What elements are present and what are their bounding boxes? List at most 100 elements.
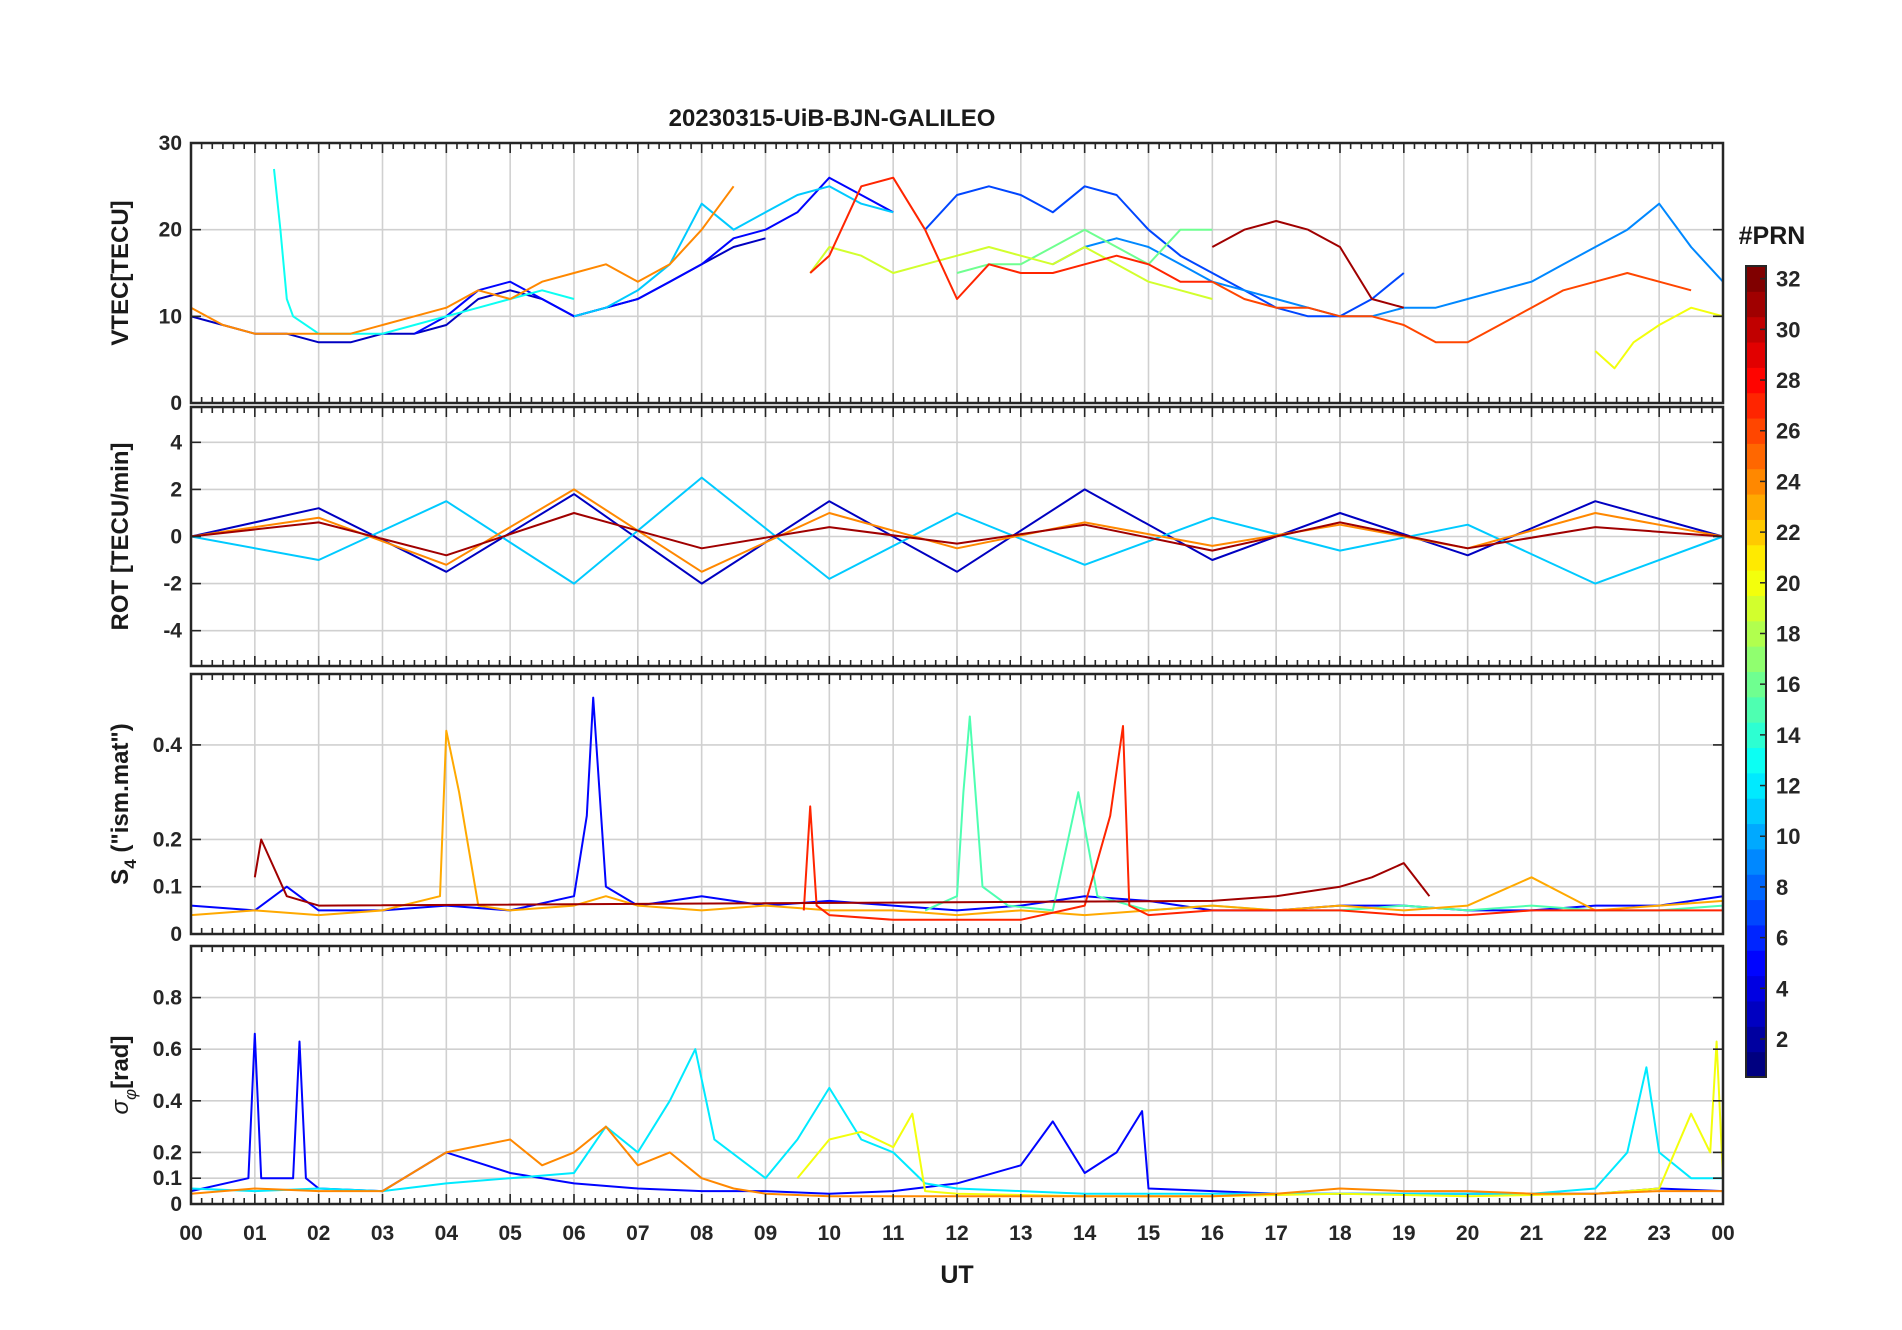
series-line-prn-31 — [1211, 220, 1405, 309]
x-tick-label: 12 — [945, 1222, 968, 1245]
x-tick-label: 09 — [754, 1222, 777, 1245]
colorbar-tick-label: 12 — [1776, 774, 1800, 799]
colorbar-segment — [1746, 494, 1766, 520]
colorbar-segment — [1746, 1000, 1766, 1027]
colorbar-tick-label: 10 — [1776, 824, 1800, 849]
colorbar-segment — [1746, 747, 1766, 774]
y-tick-label: 4 — [170, 431, 182, 454]
colorbar-tick-label: 28 — [1776, 368, 1800, 393]
series-line-prn-16 — [956, 228, 1213, 274]
x-tick-label: 17 — [1264, 1222, 1287, 1245]
colorbar-segment — [1746, 722, 1766, 749]
x-tick-label: 22 — [1584, 1222, 1607, 1245]
y-axis-label-sigphi: σφ[rad] — [107, 1036, 140, 1115]
x-tick-label: 00 — [179, 1222, 202, 1245]
colorbar-segment — [1746, 975, 1766, 1002]
y-tick-label: 0.4 — [153, 734, 183, 757]
series-line-prn-12 — [191, 1048, 1723, 1195]
colorbar-tick-label: 22 — [1776, 520, 1800, 545]
y-tick-label: 0.8 — [153, 987, 183, 1010]
y-tick-label: 0 — [170, 392, 182, 415]
colorbar-segment — [1746, 899, 1766, 926]
y-tick-label: 0.1 — [153, 876, 183, 899]
y-tick-label: 0.4 — [153, 1090, 183, 1113]
series-line-prn-7 — [924, 185, 1405, 318]
colorbar-segment — [1746, 924, 1766, 951]
colorbar-segment — [1746, 544, 1766, 571]
colorbar-segment — [1746, 1051, 1766, 1078]
series-line-prn-20 — [1594, 306, 1723, 370]
colorbar-segment — [1746, 950, 1766, 977]
colorbar-segment — [1746, 772, 1766, 799]
x-tick-label: 07 — [626, 1222, 649, 1245]
series-line-prn-27 — [802, 725, 1723, 921]
colorbar-segment — [1746, 646, 1766, 672]
colorbar-tick-label: 20 — [1776, 571, 1800, 596]
series-line-prn-9 — [1052, 202, 1723, 318]
panel-s4: 0 0.1 0.2 0.4 S4 ("ism.mat") — [107, 672, 1725, 946]
y-tick-label: 0.6 — [153, 1038, 182, 1061]
x-tick-label: 08 — [690, 1222, 714, 1245]
colorbar-segment — [1746, 570, 1766, 596]
x-tick-label: 13 — [1009, 1222, 1032, 1245]
y-tick-label: 0.2 — [153, 1141, 182, 1164]
series-line-prn-3 — [191, 488, 1723, 585]
panel-sigphi: 0 0.1 0.2 0.4 0.6 0.8 σφ[rad] — [107, 944, 1725, 1216]
series-line-prn-31 — [253, 838, 1431, 907]
series-line-prn-31 — [191, 512, 1723, 557]
x-tick-label: 14 — [1073, 1222, 1097, 1245]
x-tick-label: 16 — [1201, 1222, 1224, 1245]
colorbar-segment — [1746, 848, 1766, 875]
colorbar-title: #PRN — [1739, 222, 1806, 250]
colorbar-segment — [1746, 291, 1766, 318]
series-line-prn-23 — [191, 729, 1723, 917]
colorbar-tick-label: 26 — [1776, 419, 1800, 444]
x-tick-label: 01 — [243, 1222, 267, 1245]
colorbar-tick-label: 30 — [1776, 317, 1800, 342]
series-line-prn-26 — [1211, 272, 1692, 344]
x-tick-label: 03 — [371, 1222, 394, 1245]
series-group — [191, 696, 1723, 921]
colorbar-tick-label: 14 — [1776, 723, 1801, 748]
series-group — [191, 168, 1723, 370]
x-tick-label: 21 — [1520, 1222, 1544, 1245]
colorbar-tick-label: 2 — [1776, 1027, 1788, 1052]
colorbar-segment — [1746, 595, 1766, 622]
panel-rot: -4 -2 0 2 4 ROT [TECU/min] — [107, 405, 1725, 668]
x-tick-label: 18 — [1328, 1222, 1352, 1245]
series-line-prn-27 — [809, 176, 1213, 300]
panel-vtec: 0 10 20 30 VTEC[TECU] — [107, 132, 1725, 415]
x-tick-label: 05 — [498, 1222, 522, 1245]
chart-title: 20230315-UiB-BJN-GALILEO — [669, 105, 996, 132]
x-tick-label: 10 — [818, 1222, 841, 1245]
colorbar-segment — [1746, 823, 1766, 850]
colorbar-segment — [1746, 468, 1766, 495]
series-line-prn-5 — [413, 176, 894, 335]
colorbar-tick-label: 24 — [1776, 469, 1801, 494]
colorbar-segment — [1746, 367, 1766, 394]
x-tick-label: 00 — [1711, 1222, 1734, 1245]
colorbar-segment — [1746, 874, 1766, 901]
colorbar-tick-label: 8 — [1776, 875, 1788, 900]
y-tick-label: 0.1 — [153, 1167, 183, 1190]
y-tick-label: 30 — [159, 132, 182, 155]
series-line-prn-24 — [191, 185, 735, 335]
colorbar-segment — [1746, 519, 1766, 546]
y-axis-label-vtec: VTEC[TECU] — [107, 200, 134, 345]
colorbar-segment — [1746, 620, 1766, 647]
x-tick-label: 06 — [562, 1222, 585, 1245]
colorbar-segment — [1746, 266, 1766, 292]
y-axis-label-s4: S4 ("ism.mat") — [107, 723, 140, 885]
x-tick-label: 20 — [1456, 1222, 1479, 1245]
colorbar-segment — [1746, 392, 1766, 419]
series-line-prn-19 — [809, 246, 1213, 300]
colorbar-segment — [1746, 1026, 1766, 1053]
colorbar-tick-label: 4 — [1776, 976, 1789, 1001]
y-tick-label: 20 — [159, 219, 182, 242]
series-group — [191, 476, 1723, 585]
x-tick-label: 04 — [435, 1222, 459, 1245]
y-tick-label: -2 — [163, 573, 182, 596]
x-tick-labels: 00 01 02 03 04 05 06 07 08 09 10 11 12 13 14 15 16 17 18 19… — [179, 1222, 1734, 1245]
